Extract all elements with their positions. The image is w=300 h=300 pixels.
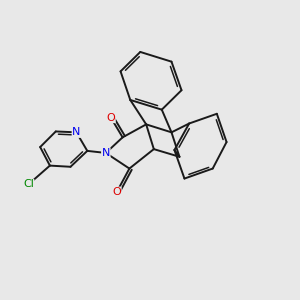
Text: N: N xyxy=(102,148,110,158)
Text: Cl: Cl xyxy=(23,179,34,190)
Text: N: N xyxy=(72,127,81,137)
Text: O: O xyxy=(112,187,121,197)
Text: O: O xyxy=(106,112,115,123)
